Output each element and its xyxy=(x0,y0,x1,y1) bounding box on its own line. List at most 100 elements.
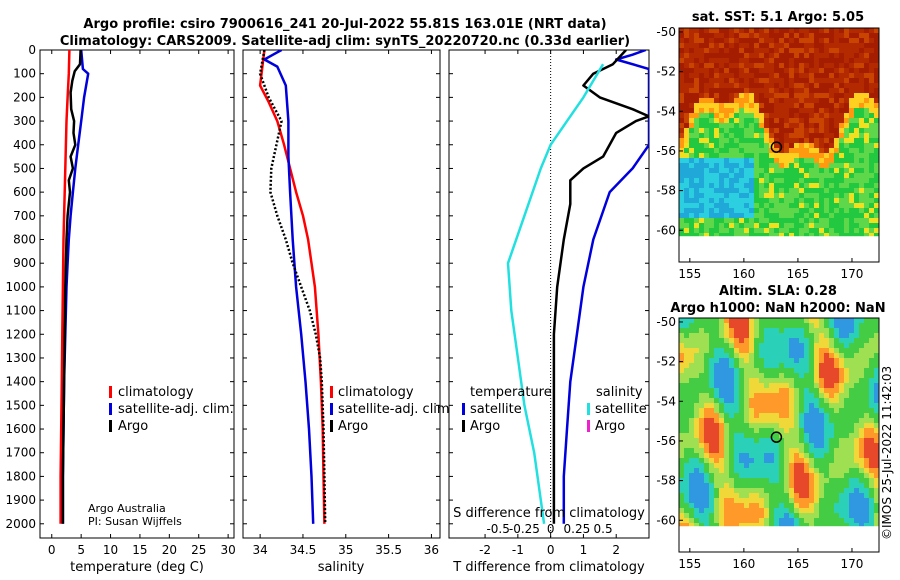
sla-cell xyxy=(789,333,794,338)
sst-cell xyxy=(804,63,809,68)
sla-cell xyxy=(784,358,789,363)
sst-cell xyxy=(824,128,829,133)
sla-cell xyxy=(864,318,869,323)
sst-cell xyxy=(744,143,749,148)
sla-cell xyxy=(719,403,724,408)
sla-cell xyxy=(769,398,774,403)
sst-cell xyxy=(684,168,689,173)
sla-cell xyxy=(759,518,764,523)
sla-cell xyxy=(794,478,799,483)
sla-cell xyxy=(814,418,819,423)
sla-cell xyxy=(799,373,804,378)
sst-cell xyxy=(834,113,839,118)
sst-cell xyxy=(689,163,694,168)
sst-cell xyxy=(784,98,789,103)
sla-cell xyxy=(739,338,744,343)
sst-cell xyxy=(769,103,774,108)
sst-cell xyxy=(689,213,694,218)
sst-cell xyxy=(864,98,869,103)
sla-cell xyxy=(859,318,864,323)
sla-cell xyxy=(744,468,749,473)
sst-cell xyxy=(689,198,694,203)
sst-cell xyxy=(729,203,734,208)
sst-cell xyxy=(874,33,879,38)
sla-cell xyxy=(689,468,694,473)
sst-cell xyxy=(814,28,819,33)
sla-cell xyxy=(799,443,804,448)
sst-cell xyxy=(819,33,824,38)
sla-cell xyxy=(714,478,719,483)
sst-cell xyxy=(734,133,739,138)
sla-cell xyxy=(794,348,799,353)
sla-cell xyxy=(734,318,739,323)
sla-cell xyxy=(694,513,699,518)
sst-cell xyxy=(859,133,864,138)
sla-cell xyxy=(809,523,814,527)
sla-cell xyxy=(759,398,764,403)
sst-cell xyxy=(684,203,689,208)
sla-cell xyxy=(709,468,714,473)
sst-cell xyxy=(684,228,689,233)
sst-cell xyxy=(849,208,854,213)
sst-cell xyxy=(679,63,684,68)
sst-cell xyxy=(809,158,814,163)
sst-cell xyxy=(699,133,704,138)
sst-cell xyxy=(814,148,819,153)
sla-cell xyxy=(684,508,689,513)
sla-cell xyxy=(774,448,779,453)
sst-cell xyxy=(814,118,819,123)
sst-cell xyxy=(699,148,704,153)
sst-cell xyxy=(739,83,744,88)
sla-cell xyxy=(724,423,729,428)
sst-cell xyxy=(739,228,744,233)
sst-cell xyxy=(684,28,689,33)
sst-cell xyxy=(789,148,794,153)
sla-cell xyxy=(744,388,749,393)
sst-cell xyxy=(689,103,694,108)
sst-cell xyxy=(864,48,869,53)
sst-cell xyxy=(864,148,869,153)
sla-cell xyxy=(719,378,724,383)
sst-cell xyxy=(849,73,854,78)
sst-cell xyxy=(869,193,874,198)
sst-cell xyxy=(784,188,789,193)
sst-cell xyxy=(694,193,699,198)
sla-cell xyxy=(704,398,709,403)
sst-cell xyxy=(774,233,779,237)
sla-cell xyxy=(739,318,744,323)
sla-cell xyxy=(699,398,704,403)
sst-cell xyxy=(689,123,694,128)
sst-cell xyxy=(784,43,789,48)
sla-cell xyxy=(809,368,814,373)
sst-cell xyxy=(754,178,759,183)
sla-cell xyxy=(774,323,779,328)
sst-cell xyxy=(724,38,729,43)
sla-cell xyxy=(744,368,749,373)
sst-cell xyxy=(779,103,784,108)
sst-cell xyxy=(834,48,839,53)
sla-cell xyxy=(684,393,689,398)
sst-cell xyxy=(694,133,699,138)
sst-cell xyxy=(769,88,774,93)
sla-cell xyxy=(774,463,779,468)
sst-cell xyxy=(774,143,779,148)
sla-cell xyxy=(719,488,724,493)
sla-cell xyxy=(764,503,769,508)
sla-cell xyxy=(689,338,694,343)
sla-cell xyxy=(739,328,744,333)
sla-cell xyxy=(779,413,784,418)
sst-cell xyxy=(799,48,804,53)
sla-cell xyxy=(839,338,844,343)
sst-cell xyxy=(694,58,699,63)
sla-cell xyxy=(799,523,804,527)
sla-cell xyxy=(689,398,694,403)
sst-cell xyxy=(804,48,809,53)
sla-cell xyxy=(829,343,834,348)
temperature-legend-swatch-argo xyxy=(109,420,112,432)
sst-cell xyxy=(779,133,784,138)
sla-cell xyxy=(764,393,769,398)
sla-cell xyxy=(689,393,694,398)
sla-cell xyxy=(774,403,779,408)
sst-cell xyxy=(794,133,799,138)
sla-cell xyxy=(744,498,749,503)
